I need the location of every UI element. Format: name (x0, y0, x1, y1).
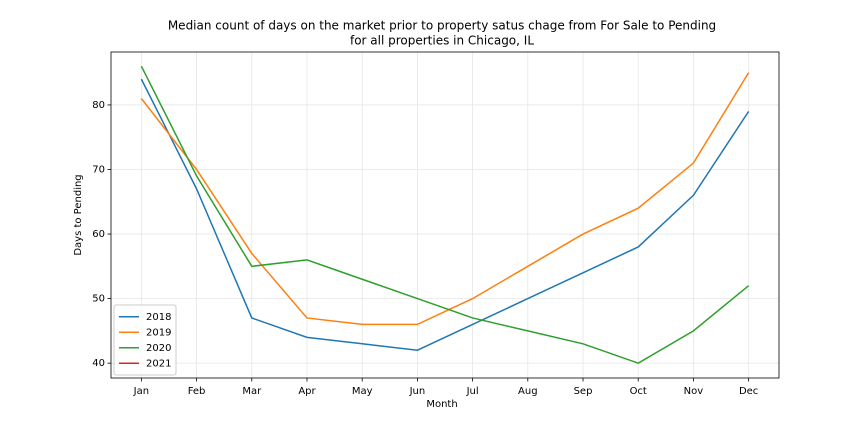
legend-label: 2021 (146, 358, 171, 369)
x-tick-label: Sep (574, 386, 593, 397)
x-tick-label: Nov (684, 386, 704, 397)
chart-title: Median count of days on the market prior… (168, 19, 716, 33)
x-tick-label: May (352, 386, 373, 397)
x-tick-label: Jun (409, 386, 426, 397)
x-tick-label: Oct (630, 386, 647, 397)
legend-label: 2018 (146, 312, 171, 323)
x-tick-label: Mar (242, 386, 262, 397)
x-tick-label: Apr (298, 386, 316, 397)
y-axis-label: Days to Pending (73, 174, 84, 255)
series-line (140, 78, 750, 352)
y-tick-label: 50 (92, 294, 105, 305)
y-tick-label: 40 (92, 358, 105, 369)
x-tick-label: Dec (739, 386, 758, 397)
y-tick-label: 70 (92, 164, 105, 175)
y-tick-label: 60 (92, 229, 105, 240)
x-tick-label: Aug (518, 386, 538, 397)
legend-label: 2020 (146, 343, 171, 354)
x-axis-label: Month (426, 399, 457, 410)
x-tick-label: Jan (133, 386, 149, 397)
series-line (140, 65, 750, 364)
x-tick-label: Jul (466, 386, 479, 397)
legend (113, 304, 177, 376)
y-tick-label: 80 (92, 100, 105, 111)
legend-label: 2019 (146, 327, 171, 338)
series-line (140, 72, 750, 326)
plot-frame (110, 51, 780, 379)
x-tick-label: Feb (188, 386, 206, 397)
chart-title: for all properties in Chicago, IL (350, 34, 534, 48)
